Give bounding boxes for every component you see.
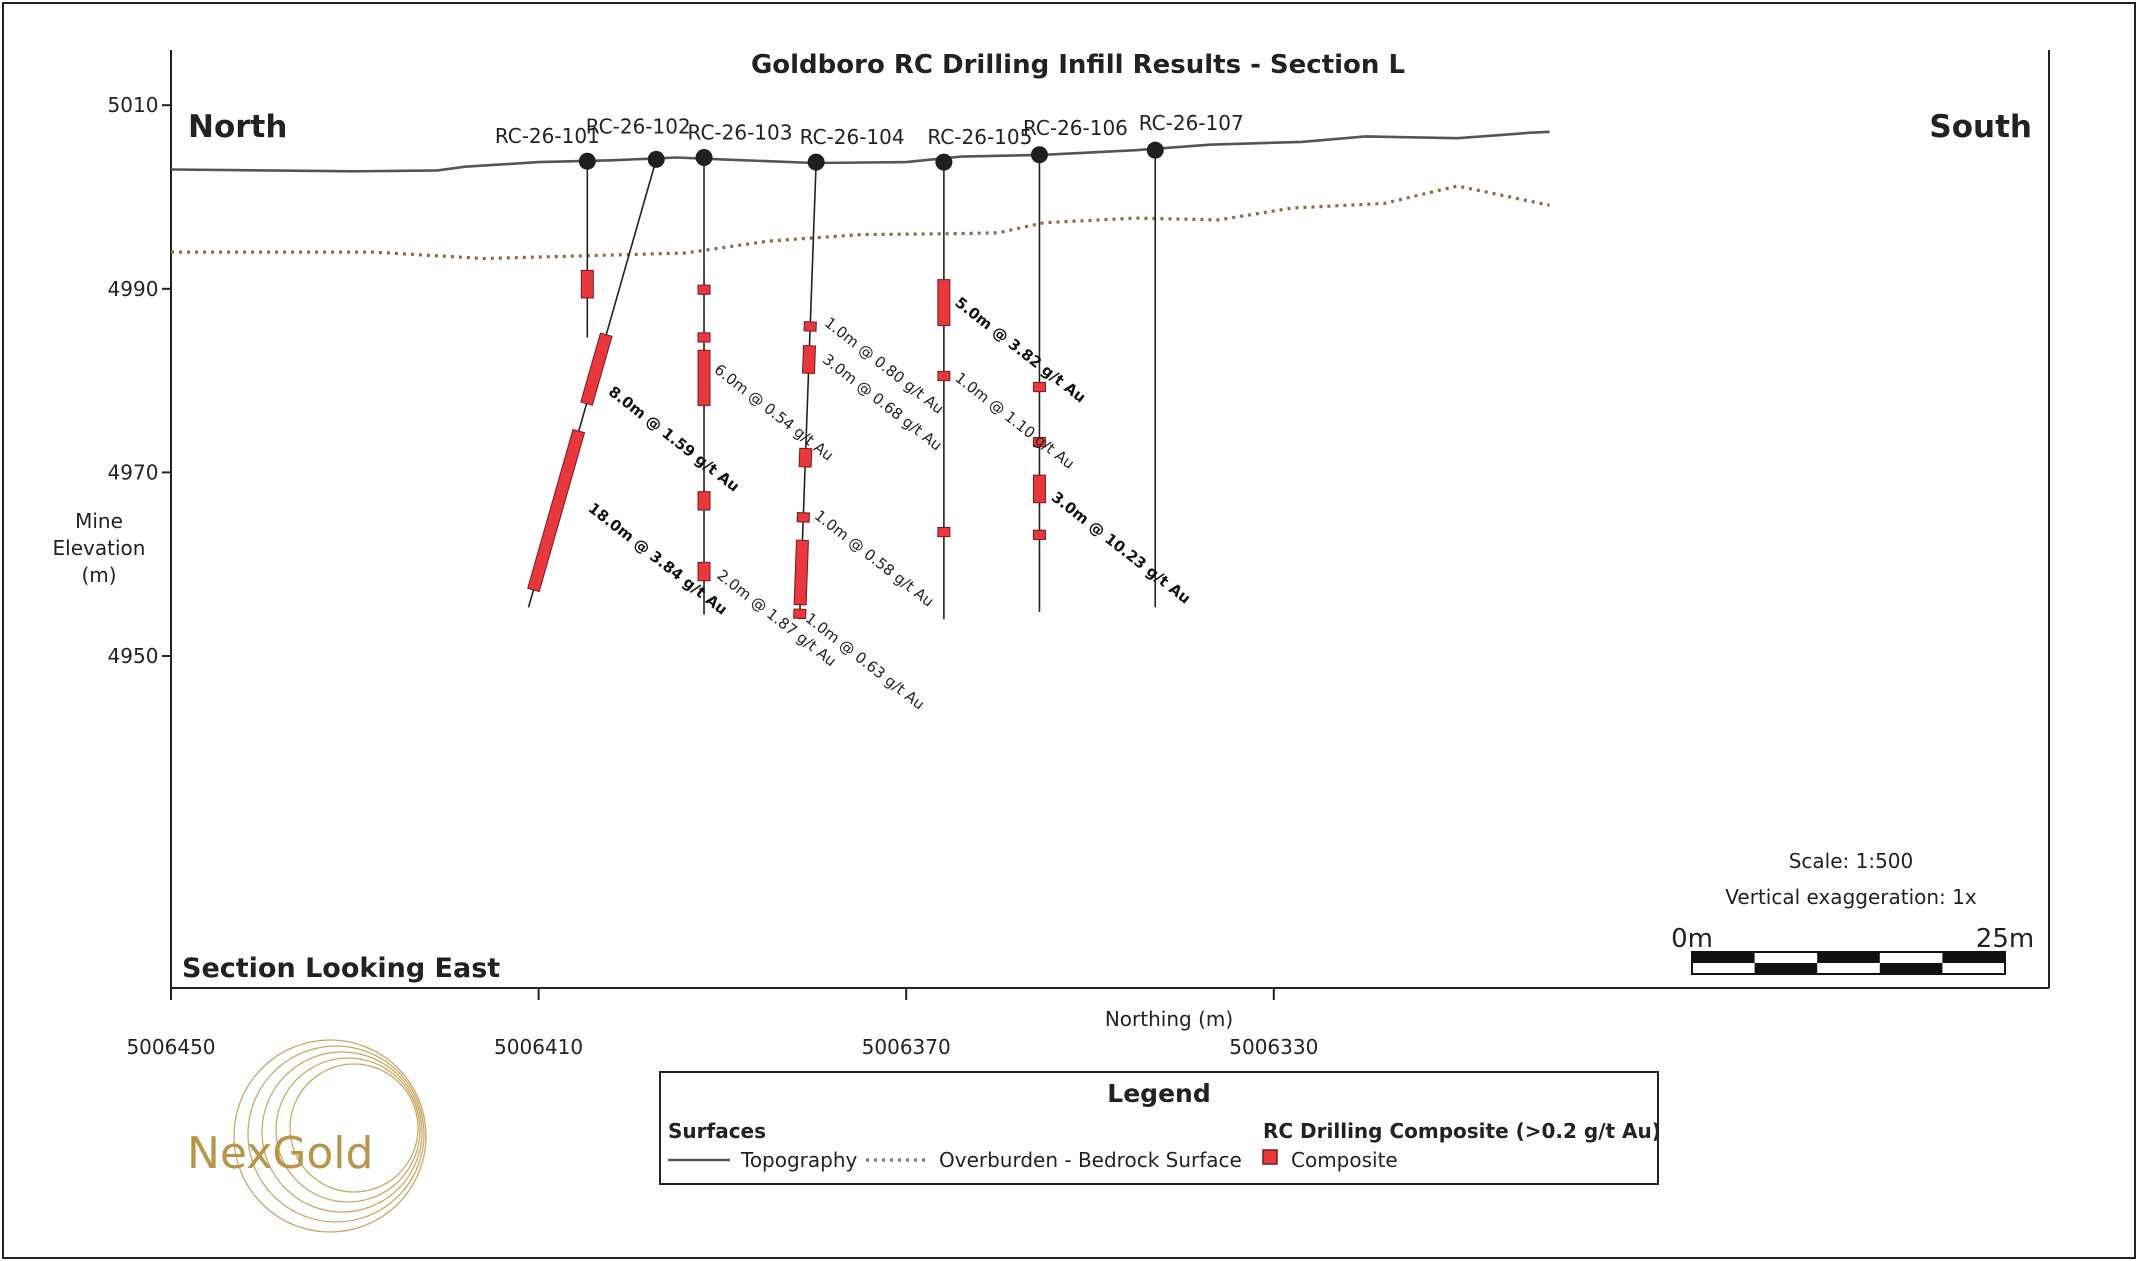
composite-interval (697, 491, 711, 511)
composite-interval (580, 269, 594, 299)
composite-interval (697, 561, 711, 582)
scale-bar-segment (1817, 952, 1880, 963)
topography-line (170, 130, 1550, 173)
logo-text: NexGold (187, 1128, 373, 1179)
grade-annotation: 3.0m @ 10.23 g/t Au (1048, 488, 1194, 608)
y-axis-ticks: 4950 4970 4990 5010 (108, 93, 171, 668)
x-tick-label: 5006330 (1229, 1035, 1318, 1059)
legend-composite-label: Composite (1291, 1148, 1398, 1172)
scale-bar-segment (1692, 952, 1755, 963)
drill-hole-rc-26-102: RC-26-102 (527, 114, 691, 608)
composite-interval (796, 512, 810, 523)
bedrock-surface-line (171, 184, 1550, 261)
y-tick-label: 4950 (108, 644, 159, 668)
legend-composite-swatch (1262, 1149, 1278, 1165)
collar-marker (935, 153, 953, 171)
drill-hole-rc-26-107: RC-26-107 (1139, 111, 1244, 608)
composite-interval (527, 428, 586, 593)
y-tick-label: 5010 (108, 93, 159, 117)
logo-rings-icon (233, 1039, 427, 1233)
drill-hole-rc-26-103: RC-26-103 (688, 121, 793, 615)
legend-title: Legend (1107, 1079, 1210, 1108)
scale-bar-end-label: 25m (1976, 924, 2034, 954)
composite-interval (697, 332, 711, 343)
composite-interval (697, 349, 711, 406)
composite-interval (937, 526, 951, 538)
y-axis-label-line-1: Mine (75, 509, 123, 533)
x-tick-label: 5006370 (862, 1035, 951, 1059)
direction-south: South (1929, 109, 2032, 145)
hole-label: RC-26-103 (688, 121, 793, 145)
surfaces-layer (170, 130, 1550, 261)
x-tick-label: 5006450 (126, 1035, 215, 1059)
scale-bar-segment (1942, 952, 2005, 963)
collar-marker (807, 153, 825, 171)
nexgold-logo: NexGold (187, 1039, 427, 1233)
collar-marker (647, 150, 665, 168)
scale-bar-start-label: 0m (1671, 924, 1713, 954)
composite-interval (793, 608, 807, 620)
x-axis-ticks: 5006450 5006410 5006370 5006330 (126, 988, 1318, 1059)
legend-bedrock-label: Overburden - Bedrock Surface (939, 1148, 1242, 1172)
drill-hole-rc-26-106: RC-26-106 (1023, 116, 1128, 612)
hole-label: RC-26-107 (1139, 111, 1244, 135)
scale-bar-segment (1754, 963, 1818, 974)
scale-bar (1691, 951, 2006, 975)
legend-composite-heading: RC Drilling Composite (>0.2 g/t Au) (1263, 1119, 1661, 1143)
composite-interval (937, 279, 951, 327)
composite-interval (1032, 474, 1046, 504)
composite-interval (1032, 529, 1046, 540)
hole-label: RC-26-101 (495, 124, 600, 148)
legend-surfaces-heading: Surfaces (668, 1119, 766, 1143)
hole-label: RC-26-104 (800, 125, 905, 149)
hole-label: RC-26-105 (927, 125, 1032, 149)
y-axis-label-line-3: (m) (81, 563, 116, 587)
legend-topography-label: Topography (740, 1148, 858, 1172)
y-tick-label: 4990 (108, 277, 159, 301)
scale-text: Scale: 1:500 (1789, 849, 1914, 873)
composite-interval (580, 332, 613, 406)
composite-interval (1032, 437, 1046, 448)
legend-box (659, 1071, 1659, 1185)
composite-interval (801, 344, 817, 374)
composite-interval (937, 370, 951, 382)
composite-interval (793, 539, 809, 606)
section-looking-east: Section Looking East (182, 953, 500, 984)
hole-label: RC-26-102 (586, 114, 691, 138)
collar-marker (1146, 141, 1164, 159)
scale-bar-segment (1879, 963, 1943, 974)
composite-interval (697, 284, 711, 295)
collar-marker (695, 149, 713, 167)
composite-interval (798, 447, 813, 468)
chart-title: Goldboro RC Drilling Infill Results - Se… (751, 50, 1405, 80)
drill-hole-rc-26-101: RC-26-101 (495, 124, 600, 338)
composite-interval (1032, 381, 1046, 393)
vertical-exaggeration-text: Vertical exaggeration: 1x (1725, 885, 1977, 909)
y-tick-label: 4970 (108, 460, 159, 484)
hole-label: RC-26-106 (1023, 116, 1128, 140)
composite-interval (803, 321, 817, 332)
y-axis-label-line-2: Elevation (53, 536, 146, 560)
grade-annotation: 1.0m @ 0.58 g/t Au (811, 506, 937, 610)
collar-marker (1030, 146, 1048, 164)
legend: Legend Surfaces Topography Overburden - … (659, 1071, 1661, 1185)
x-tick-label: 5006410 (494, 1035, 583, 1059)
grade-annotation: 6.0m @ 0.54 g/t Au (711, 360, 837, 464)
drill-hole-rc-26-105: RC-26-105 (927, 125, 1032, 620)
collar-marker (578, 152, 596, 170)
direction-north: North (188, 109, 287, 145)
drill-hole-rc-26-104: RC-26-104 (793, 125, 905, 620)
grade-annotation: 18.0m @ 3.84 g/t Au (585, 499, 731, 619)
x-axis-label: Northing (m) (1105, 1007, 1233, 1031)
grade-annotation: 8.0m @ 1.59 g/t Au (605, 382, 743, 495)
